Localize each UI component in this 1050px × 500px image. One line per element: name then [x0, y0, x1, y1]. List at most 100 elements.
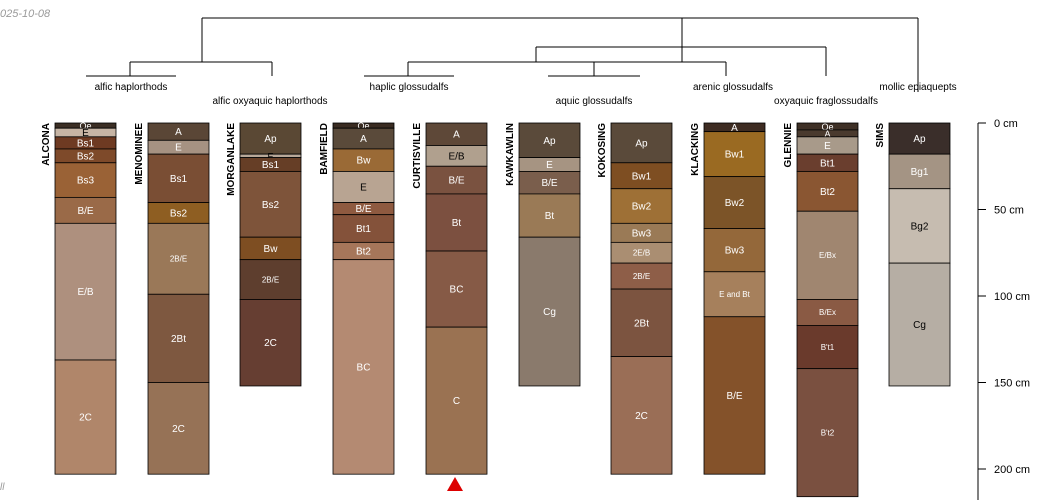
horizon-b-e [54, 196, 117, 224]
horizon-label: E [546, 160, 553, 171]
horizon-label: A [175, 127, 182, 138]
horizon-c [425, 326, 488, 475]
horizon-2c [147, 382, 210, 475]
horizon-label: Bs3 [77, 176, 95, 187]
horizon-label: Bw [264, 244, 279, 255]
horizon-label: E/Bx [819, 251, 836, 260]
horizon-2c [54, 359, 117, 475]
profile-kawkawlin: Ap E B/E Bt Cg KAWKAWLIN [505, 122, 581, 387]
profile-name: MENOMINEE [134, 123, 145, 185]
horizon-label: Ap [264, 134, 277, 145]
horizon-label: Bs1 [262, 160, 280, 171]
group-label-arenic-glossudalfs: arenic glossudalfs [693, 82, 773, 93]
horizon-label: Bt [545, 211, 555, 222]
horizon-label: 2C [635, 411, 648, 422]
horizon-label: B/Ex [819, 308, 836, 317]
horizon-label: B/E [541, 178, 557, 189]
profile-name: MORGANLAKE [226, 123, 237, 196]
horizon-label: Bt2 [820, 187, 835, 198]
horizon-label: A [731, 123, 738, 134]
corner-text: ll [0, 482, 5, 493]
profile-menominee: AE Bs1 Bs2 2B/E 2Bt 2C MENOMINEE [134, 122, 210, 475]
horizon-label: Bs2 [262, 200, 280, 211]
horizon-label: Oe [79, 121, 91, 131]
profile-name: KLACKING [690, 123, 701, 176]
horizon-e-b [54, 222, 117, 361]
horizon-label: Bt1 [356, 224, 371, 235]
horizon-label: E/B [77, 287, 93, 298]
horizon-label: Ap [635, 138, 648, 149]
horizon-label: Ap [913, 134, 926, 145]
horizon-b-e [425, 165, 488, 195]
profile-name: KOKOSING [597, 123, 608, 178]
horizon-label: BC [450, 285, 464, 296]
horizon-label: Bw1 [632, 171, 652, 182]
horizon-ap [888, 122, 951, 155]
horizon-label: E [824, 141, 831, 152]
horizon-2c [239, 299, 302, 387]
horizon-label: B't1 [821, 343, 835, 352]
horizon-b-ex [796, 299, 859, 326]
horizon-ap [239, 122, 302, 155]
horizon-ap [610, 122, 673, 164]
date-stamp: 025-10-08 [0, 8, 51, 20]
depth-axis: 0 cm 50 cm 100 cm 150 cm 200 cm [977, 118, 1030, 500]
horizon-label: 2Bt [634, 318, 649, 329]
horizon-label: Oe [357, 121, 369, 131]
horizon-bs1 [147, 153, 210, 203]
horizon-label: Bs2 [77, 151, 95, 162]
profile-name: CURTISVILLE [412, 123, 423, 189]
horizon-label: Bs1 [170, 174, 188, 185]
horizon-bc [425, 250, 488, 328]
horizon-label: Bw [357, 156, 372, 167]
horizon-label: C [453, 396, 460, 407]
depth-tick-label: 200 cm [994, 464, 1030, 476]
group-label-oxyaquic-fraglossudalfs: oxyaquic fraglossudalfs [774, 96, 878, 107]
dendrogram [86, 17, 919, 92]
marker-triangle [447, 477, 463, 491]
horizon-bc [332, 259, 395, 475]
horizon-label: 2B/E [170, 255, 187, 264]
horizon-label: 2C [79, 413, 92, 424]
horizon-label: 2C [264, 338, 277, 349]
horizon-label: B/E [448, 176, 464, 187]
group-label-aquic-glossudalfs: aquic glossudalfs [556, 96, 633, 107]
horizon-label: B/E [77, 206, 93, 217]
horizon-label: Ap [543, 136, 556, 147]
profile-curtisville: A E/B B/E Bt BC C CURTISVILLE [412, 122, 488, 475]
horizon-label: A [453, 130, 460, 141]
horizon-cg [518, 236, 581, 387]
profile-kokosing: Ap Bw1 Bw2 Bw3 2E/B 2B/E 2Bt 2C KOKOSING [597, 122, 673, 475]
horizon-label: Bs1 [77, 138, 95, 149]
horizon-bg2 [888, 188, 951, 264]
horizon-label: Bg2 [911, 221, 929, 232]
horizon-label: Bw2 [632, 202, 652, 213]
horizon-label: 2Bt [171, 334, 186, 345]
horizon-2c [610, 356, 673, 475]
horizon-label: B't2 [821, 428, 835, 437]
horizon-b-e [703, 316, 766, 475]
horizon-label: Cg [913, 320, 926, 331]
horizon-e-and-bt [703, 271, 766, 318]
horizon-label: E [267, 151, 273, 161]
horizon-bs3 [54, 162, 117, 198]
group-label-alfic-haplorthods: alfic haplorthods [95, 82, 168, 93]
horizon-label: E [82, 128, 89, 139]
horizon-label: A [824, 129, 830, 139]
horizon-label: 2B/E [262, 275, 279, 284]
horizon-2bt [147, 293, 210, 383]
profile-bamfield: Oe A Bw E B/E Bt1 Bt2 BC BAMFIELD [319, 121, 395, 475]
profile-name: KAWKAWLIN [505, 123, 516, 186]
horizon-label: B/E [726, 391, 742, 402]
horizon-bw3 [703, 228, 766, 273]
depth-tick-label: 0 cm [994, 118, 1018, 130]
horizon-label: Cg [543, 307, 556, 318]
horizon-cg [888, 262, 951, 387]
profile-name: ALCONA [41, 123, 52, 166]
horizon-bs2 [239, 171, 302, 238]
horizon-label: Bg1 [911, 167, 929, 178]
profile-name: GLENNIE [783, 123, 794, 168]
horizon-ap [518, 122, 581, 158]
horizon-label: B/E [355, 204, 371, 215]
